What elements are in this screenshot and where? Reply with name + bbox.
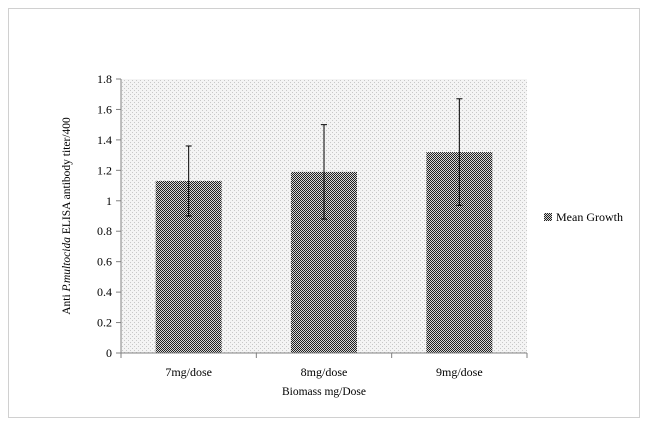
y-tick-label: 1.8	[97, 72, 112, 86]
x-axis-title: Biomass mg/Dose	[282, 386, 366, 398]
y-tick-label: 1.4	[97, 133, 112, 147]
y-axis-title-suffix: ELISA antibody titer/400	[61, 117, 73, 237]
y-tick-label: 1.6	[97, 102, 112, 116]
y-tick-label: 0.8	[97, 224, 112, 238]
legend-swatch	[544, 213, 552, 221]
y-tick-label: 1.2	[97, 163, 112, 177]
y-tick-label: 0.6	[97, 255, 112, 269]
y-tick-label: 0.4	[97, 285, 112, 299]
y-tick-label: 0	[106, 346, 112, 360]
x-tick-label: 8mg/dose	[301, 365, 348, 379]
y-axis-title-italic: P.multocida	[61, 237, 73, 293]
legend: Mean Growth	[544, 210, 623, 224]
chart-frame	[8, 8, 640, 418]
x-tick-label: 7mg/dose	[165, 365, 212, 379]
y-tick-label: 0.2	[97, 316, 112, 330]
legend-label: Mean Growth	[556, 210, 623, 224]
y-axis-title-prefix: Anti	[61, 291, 73, 314]
y-axis-title: Anti P.multocida ELISA antibody titer/40…	[61, 117, 73, 315]
x-tick-label: 9mg/dose	[436, 365, 483, 379]
y-tick-label: 1	[106, 194, 112, 208]
